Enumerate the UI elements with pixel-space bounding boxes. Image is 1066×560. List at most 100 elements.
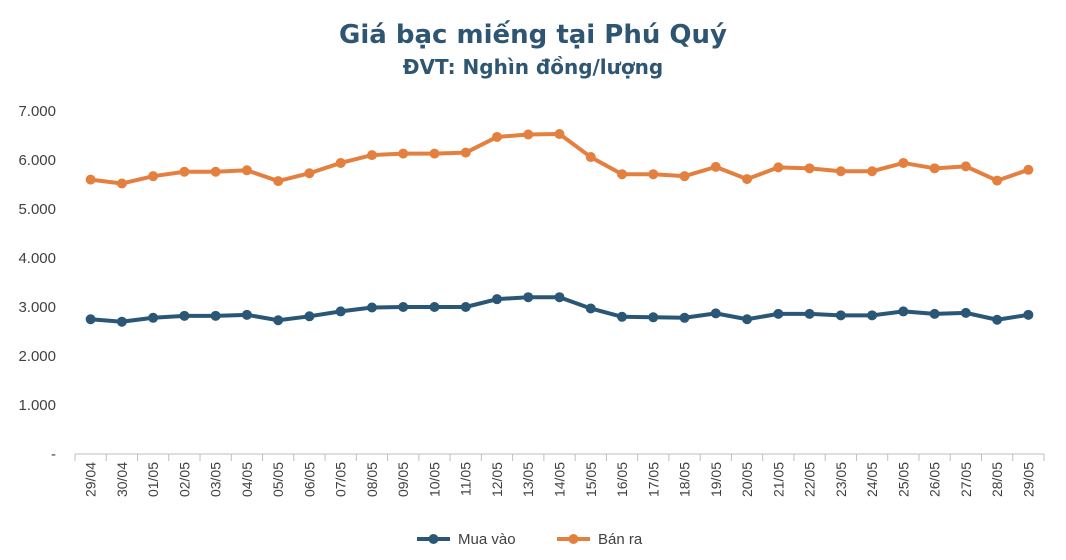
x-tick-label: 19/05 — [708, 462, 724, 497]
data-point — [804, 163, 815, 174]
x-tick-label: 09/05 — [395, 462, 411, 497]
data-point — [648, 312, 659, 323]
data-point — [429, 302, 440, 312]
chart-title-block: Giá bạc miếng tại Phú Quý ĐVT: Nghìn đồn… — [0, 18, 1066, 82]
chart-title: Giá bạc miếng tại Phú Quý — [339, 20, 727, 50]
data-point — [523, 129, 534, 140]
legend-marker — [568, 534, 579, 544]
series-line — [88, 132, 1031, 186]
x-tick-label: 16/05 — [614, 462, 630, 497]
x-tick-label: 11/05 — [458, 462, 474, 496]
data-point — [898, 157, 909, 168]
chart-subtitle: ĐVT: Nghìn đồng/lượng — [402, 55, 664, 79]
data-point — [617, 311, 628, 322]
y-tick-label: - — [51, 446, 56, 463]
y-tick-label: 4.000 — [18, 250, 56, 267]
x-tick-label: 06/05 — [301, 462, 317, 497]
data-point — [585, 303, 596, 314]
x-tick-label: 30/04 — [114, 462, 130, 497]
data-point — [85, 314, 96, 325]
data-point — [679, 312, 690, 323]
data-point — [273, 176, 284, 187]
x-tick-label: 25/05 — [895, 462, 911, 497]
x-tick-label: 14/05 — [552, 462, 568, 497]
series-1 — [85, 292, 1034, 327]
data-point — [929, 308, 940, 319]
x-tick-label: 07/05 — [333, 462, 349, 497]
x-tick-label: 10/05 — [426, 462, 442, 497]
data-point — [773, 308, 784, 319]
data-point — [210, 310, 221, 321]
x-tick-label: 22/05 — [802, 462, 818, 497]
x-tick-label: 24/05 — [864, 462, 880, 497]
data-point — [179, 166, 190, 177]
data-point — [679, 171, 690, 182]
y-tick-label: 7.000 — [18, 103, 56, 120]
x-tick-label: 17/05 — [645, 462, 661, 497]
data-point — [742, 314, 753, 325]
data-point — [835, 310, 846, 321]
data-point — [148, 312, 159, 323]
y-tick-label: 5.000 — [18, 201, 56, 218]
x-tick-label: 04/05 — [239, 462, 255, 497]
data-point — [116, 178, 127, 189]
data-point — [1023, 164, 1034, 175]
data-point — [179, 310, 190, 321]
data-point — [554, 129, 565, 140]
data-point — [1023, 309, 1034, 320]
data-point — [835, 166, 846, 177]
x-tick-label: 29/05 — [1020, 462, 1036, 497]
data-point — [929, 163, 940, 174]
data-point — [773, 162, 784, 173]
data-point — [491, 294, 502, 305]
x-tick-label: 23/05 — [833, 462, 849, 497]
data-point — [523, 292, 534, 303]
data-point — [710, 161, 721, 172]
x-tick-label: 03/05 — [208, 462, 224, 497]
data-point — [398, 148, 409, 159]
data-point — [491, 131, 502, 142]
data-point — [241, 165, 252, 176]
data-point — [710, 308, 721, 319]
x-tick-label: 01/05 — [145, 462, 161, 497]
legend-label: Bán ra — [598, 531, 643, 548]
x-tick-label: 27/05 — [958, 462, 974, 497]
data-point — [742, 174, 753, 185]
data-point — [335, 157, 346, 168]
data-point — [648, 169, 659, 180]
x-tick-label: 21/05 — [770, 462, 786, 497]
x-tick-label: 26/05 — [927, 462, 943, 497]
data-point — [210, 166, 221, 177]
data-point — [867, 310, 878, 321]
series-layer — [85, 129, 1034, 327]
x-tick-label: 29/04 — [83, 462, 99, 497]
y-tick-label: 1.000 — [18, 397, 56, 414]
data-point — [898, 306, 909, 317]
data-point — [241, 309, 252, 320]
x-tick-label: 02/05 — [176, 462, 192, 497]
data-point — [335, 306, 346, 317]
data-point — [460, 302, 471, 312]
x-tick-label: 20/05 — [739, 462, 755, 497]
x-tick-label: 08/05 — [364, 462, 380, 497]
data-point — [304, 168, 315, 179]
data-point — [366, 150, 377, 161]
data-point — [617, 169, 628, 180]
data-point — [992, 175, 1003, 186]
x-tick-label: 05/05 — [270, 462, 286, 497]
data-point — [460, 147, 471, 158]
legend-marker — [428, 534, 439, 544]
data-point — [429, 148, 440, 159]
x-tick-label: 12/05 — [489, 462, 505, 497]
data-point — [585, 152, 596, 163]
y-tick-label: 2.000 — [18, 348, 56, 365]
data-point — [85, 174, 96, 185]
legend-label: Mua vào — [458, 531, 516, 548]
x-tick-label: 13/05 — [520, 462, 536, 497]
legend: Mua vào Bán ra — [417, 531, 643, 548]
x-tick-label: 18/05 — [677, 462, 693, 497]
data-point — [960, 307, 971, 318]
data-point — [148, 171, 159, 182]
data-point — [366, 302, 377, 313]
